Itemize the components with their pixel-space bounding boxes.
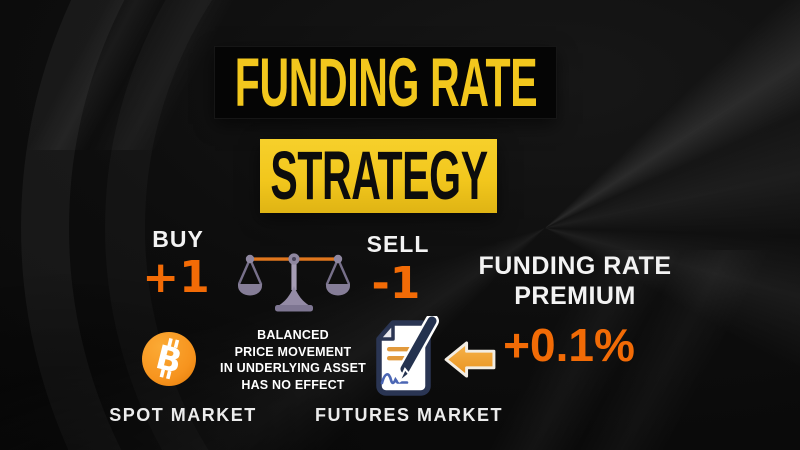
contract-icon-svg [376,314,439,396]
futures-market-label: FUTURES MARKET [315,405,503,425]
page-title-line1: FUNDING RATE [234,44,537,121]
pen-glyph [396,314,439,383]
balance-caption-line: IN UNDERLYING ASSET [220,361,366,375]
funding-premium-label-line2: PREMIUM [514,282,636,310]
balance-caption-line: PRICE MOVEMENT [234,344,352,359]
page-title-line2: STRATEGY [269,137,488,215]
balance-caption: BALANCED PRICE MOVEMENT IN UNDERLYING AS… [213,327,373,393]
bitcoin-icon: B [141,331,197,387]
bitcoin-icon-svg: B [142,332,196,386]
funding-premium-label-line1: FUNDING RATE [478,252,672,280]
left-arrow-icon-svg [444,341,496,378]
sell-position-value: -1 [371,258,421,309]
buy-position-value: +1 [142,252,210,303]
buy-label: BUY [152,226,204,252]
funding-premium-value: +0.1% [503,319,635,371]
sell-label: SELL [366,231,430,257]
funding-premium-label: FUNDING RATE PREMIUM [462,251,688,311]
title-strategy-banner: STRATEGY [260,137,497,215]
balance-caption-line: BALANCED [257,328,329,342]
balance-scale-icon-svg [237,253,351,312]
title-banner: FUNDING RATE [215,44,556,121]
balance-caption-line: HAS NO EFFECT [241,377,345,392]
contract-icon [366,314,444,400]
balance-scale-icon [237,248,351,314]
left-arrow-icon [443,339,498,380]
spot-market-label: SPOT MARKET [109,405,257,425]
